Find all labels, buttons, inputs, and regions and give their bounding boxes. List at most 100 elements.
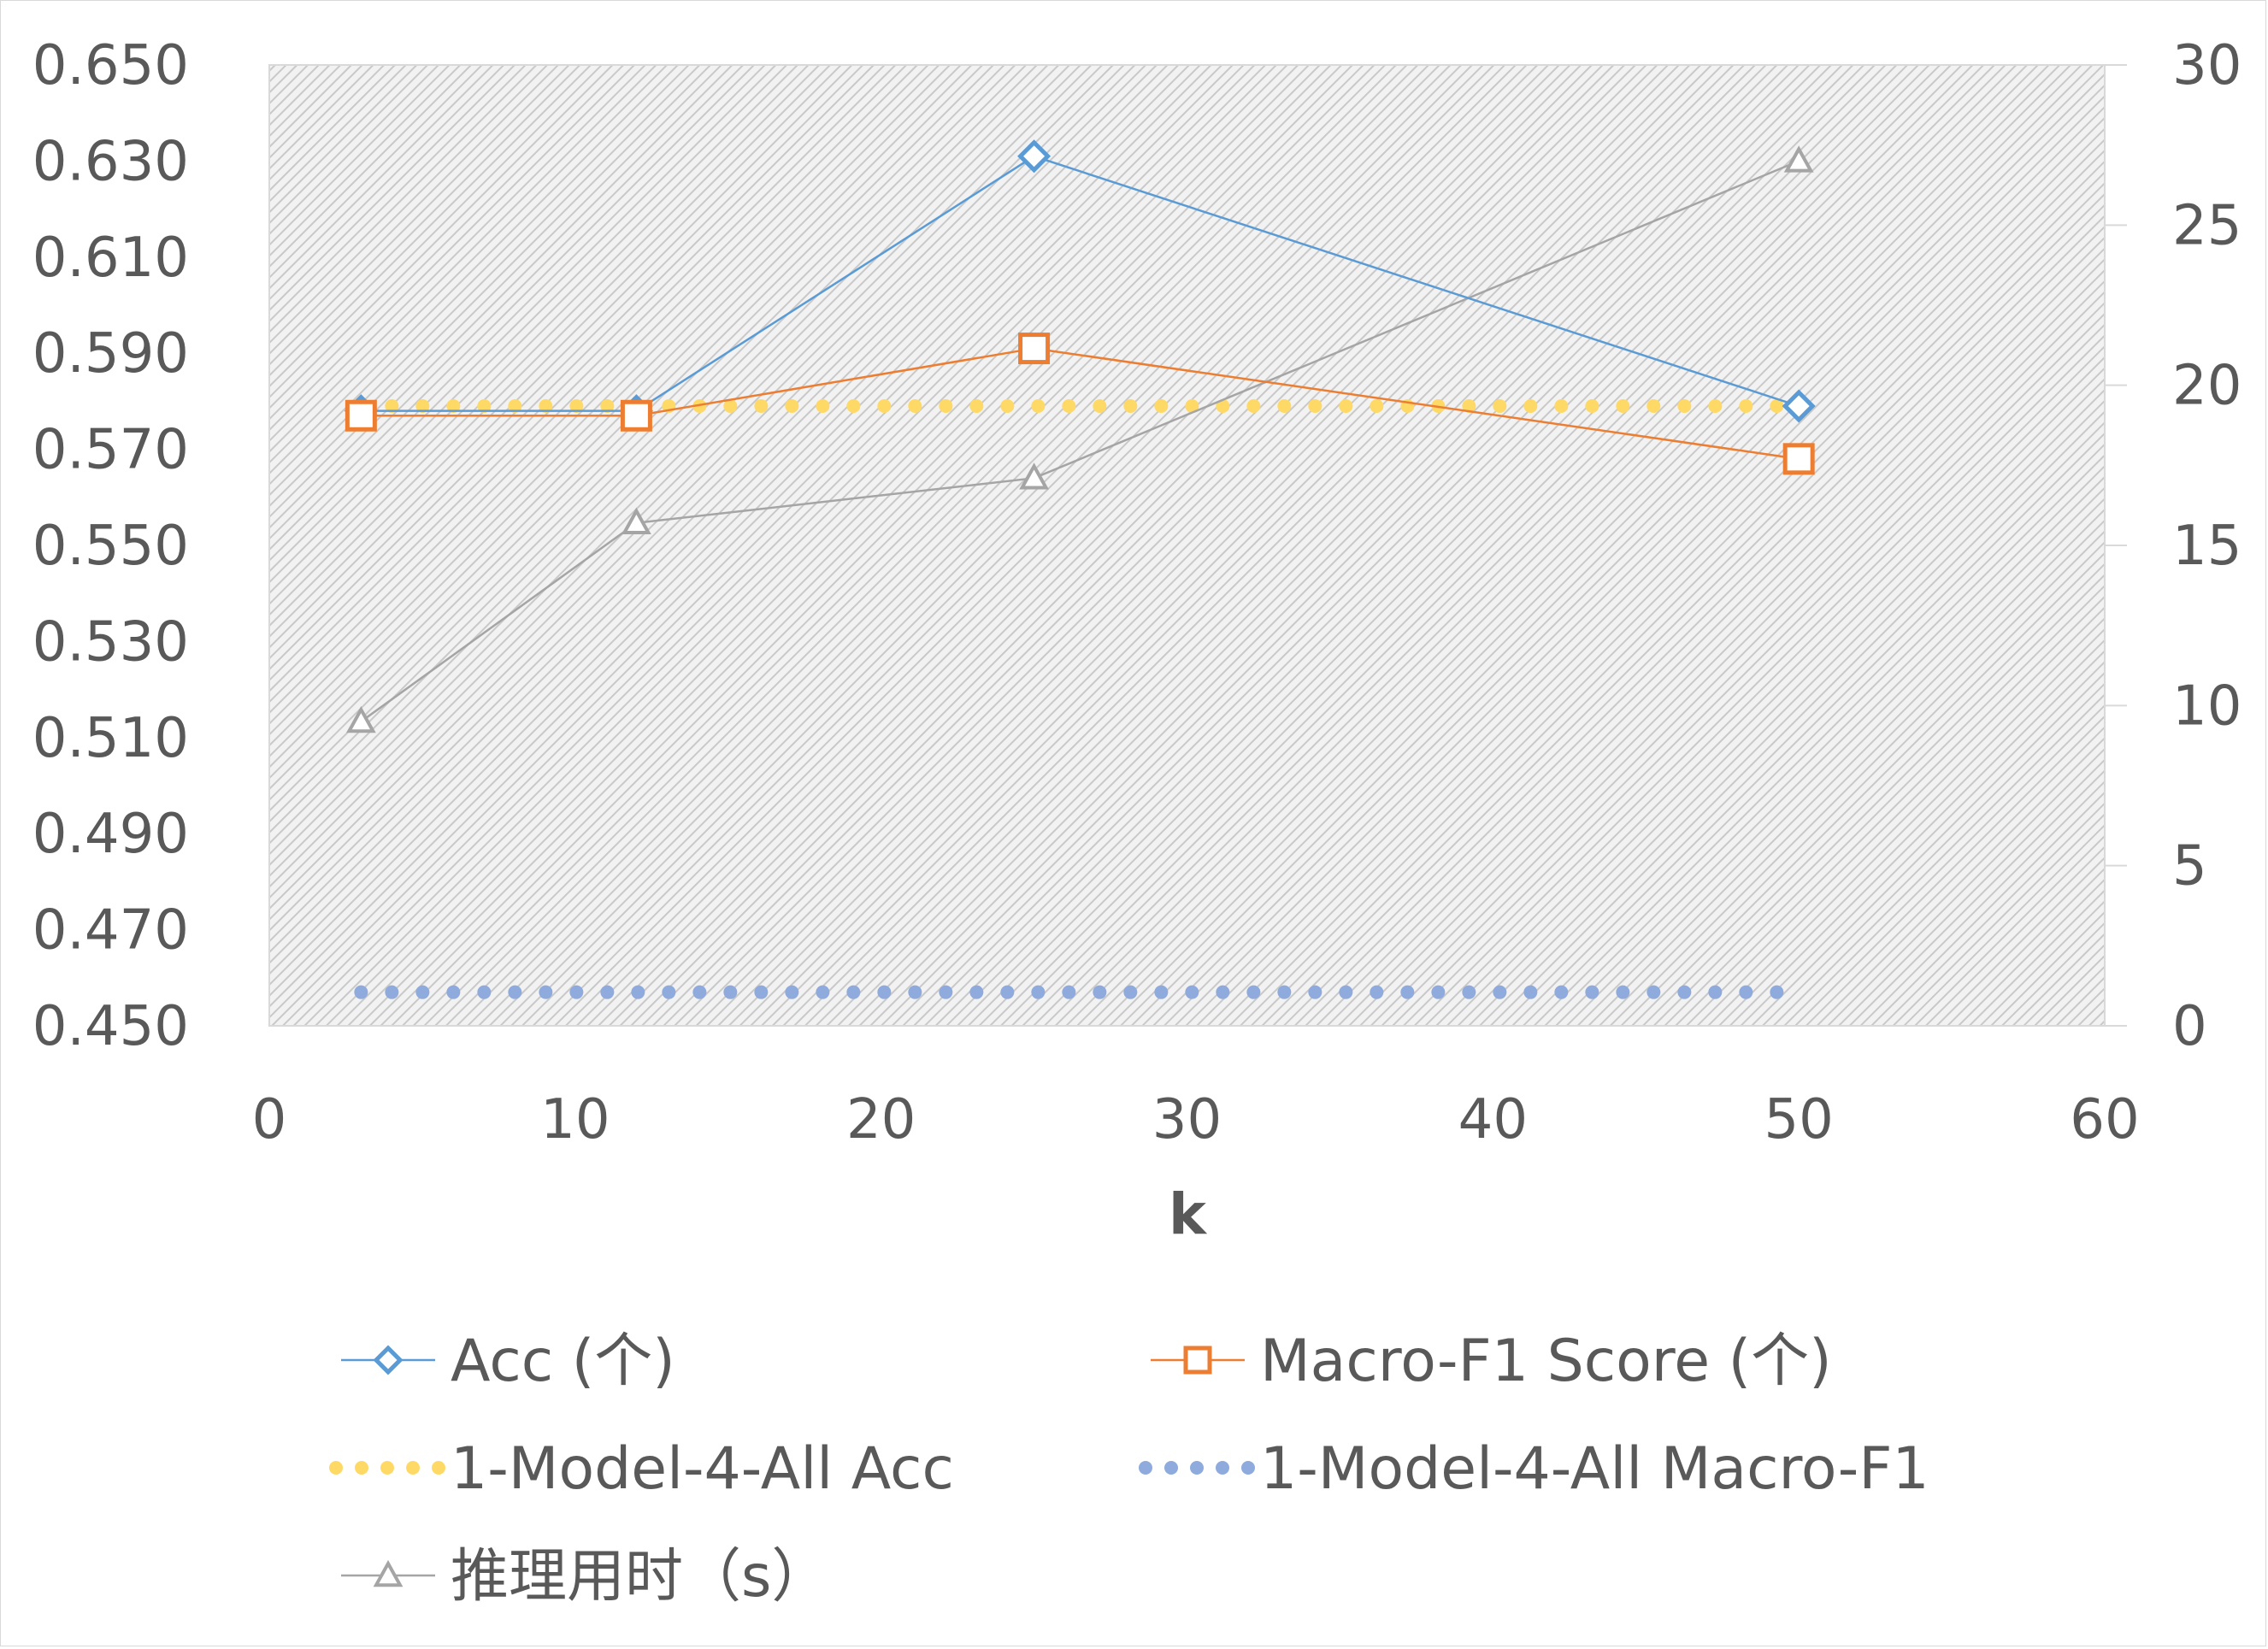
series-2-dot [1185, 399, 1199, 414]
legend-swatch-dot [1216, 1461, 1229, 1475]
series-3-dot [1770, 985, 1784, 999]
series-3-dot [1616, 985, 1630, 999]
series-2-dot [1554, 399, 1569, 414]
y2-tick-label: 10 [2172, 674, 2241, 738]
legend-swatch-dot [1139, 1461, 1152, 1475]
series-3-dot [754, 985, 769, 999]
legend-label: Acc (个) [451, 1328, 675, 1395]
y-axis-tick-labels: 0.650 0.630 0.610 0.590 0.570 0.550 0.530 0.510… [32, 34, 189, 1058]
legend-item-1: Macro-F1 Score (个) [1151, 1328, 1832, 1395]
series-3-dot [1523, 985, 1538, 999]
series-3-dot [877, 985, 892, 999]
series-2-dot [816, 399, 830, 414]
x-tick-label: 40 [1458, 1088, 1528, 1151]
series-3-dot [354, 985, 368, 999]
series-2-dot [1154, 399, 1169, 414]
y2-tick-label: 5 [2172, 835, 2207, 898]
series-2-dot [1647, 399, 1661, 414]
series-2-dot [446, 399, 461, 414]
series-3-dot [723, 985, 738, 999]
series-4-point [1783, 145, 1814, 173]
series-3-dot [1093, 985, 1107, 999]
legend-swatch-dot [1241, 1461, 1255, 1475]
x-tick-label: 10 [540, 1088, 610, 1151]
legend-swatch-dot [329, 1461, 343, 1475]
series-2-dot [1770, 399, 1784, 414]
y-tick-label: 0.510 [32, 707, 189, 770]
legend: Acc (个) Macro-F1 Score (个) 1-Model-4-All A… [329, 1328, 1929, 1611]
series-3-dot [1739, 985, 1753, 999]
legend-swatch-dot [406, 1461, 420, 1475]
series-2-dot [1123, 399, 1138, 414]
series-3-dot [969, 985, 984, 999]
y2-tick-label: 20 [2172, 355, 2241, 418]
series-3-dot [1246, 985, 1261, 999]
series-4 [345, 145, 1814, 733]
legend-swatch-dot [432, 1461, 445, 1475]
x-tick-label: 50 [1764, 1088, 1833, 1151]
y2-tick-label: 0 [2172, 995, 2207, 1058]
series-3-dot [1308, 985, 1323, 999]
legend-item-0: Acc (个) [341, 1328, 675, 1395]
series-2-dot [477, 399, 492, 414]
series-3-dot [1277, 985, 1292, 999]
series-2-dot [1708, 399, 1723, 414]
series-3-dot [1431, 985, 1446, 999]
x-tick-label: 0 [252, 1088, 287, 1151]
series-2-dot [908, 399, 922, 414]
series-1-point [620, 399, 652, 432]
series-2-dot [877, 399, 892, 414]
series-2-dot [1246, 399, 1261, 414]
series-3-dot [1585, 985, 1599, 999]
y-tick-label: 0.650 [32, 34, 189, 97]
series-3-dot [816, 985, 830, 999]
series-3-dot [1677, 985, 1692, 999]
legend-label: Macro-F1 Score (个) [1260, 1328, 1832, 1395]
series-3-dot [1647, 985, 1661, 999]
plot-area [268, 64, 2106, 1027]
x-axis-tick-labels: 0 10 20 30 40 50 60 [252, 1088, 2140, 1151]
x-axis-label: k [1169, 1181, 1208, 1247]
series-3-dot [539, 985, 553, 999]
x-tick-label: 30 [1152, 1088, 1222, 1151]
series-2-dot [600, 399, 615, 414]
series-3-dot [1554, 985, 1569, 999]
series-1-line [361, 347, 1800, 461]
series-3-dot [508, 985, 522, 999]
series-3-dot [569, 985, 584, 999]
series-2-dot [1523, 399, 1538, 414]
legend-swatch-dot [355, 1461, 368, 1475]
series-2-dot [1677, 399, 1692, 414]
series-2-dot [1739, 399, 1753, 414]
series-3 [354, 985, 1784, 999]
series-3-dot [1031, 985, 1046, 999]
legend-swatch-marker [1183, 1346, 1212, 1375]
y-tick-label: 0.470 [32, 899, 189, 963]
y-tick-label: 0.590 [32, 322, 189, 386]
series-3-dot [1493, 985, 1507, 999]
series-0-point [1017, 139, 1052, 174]
series-3-dot [631, 985, 645, 999]
y-tick-label: 0.450 [32, 995, 189, 1058]
series-3-dot [1216, 985, 1230, 999]
legend-label: 1-Model-4-All Macro-F1 [1260, 1435, 1929, 1503]
legend-swatch-dot [1164, 1461, 1178, 1475]
legend-label: 推理用时（s） [451, 1543, 829, 1611]
series-2-dot [1093, 399, 1107, 414]
y-tick-label: 0.610 [32, 227, 189, 290]
series-2-dot [1339, 399, 1353, 414]
series-2-dot [569, 399, 584, 414]
legend-swatch-dot [380, 1461, 394, 1475]
series-3-dot [1185, 985, 1199, 999]
series-2-dot [969, 399, 984, 414]
series-2-dot [1585, 399, 1599, 414]
series-3-dot [1123, 985, 1138, 999]
series-2-dot [754, 399, 769, 414]
series-3-dot [692, 985, 707, 999]
series-2-dot [785, 399, 799, 414]
series-2-dot [939, 399, 953, 414]
series-3-dot [939, 985, 953, 999]
y2-axis-tick-labels: 30 25 20 15 10 5 0 [2172, 34, 2241, 1058]
series-3-dot [600, 985, 615, 999]
